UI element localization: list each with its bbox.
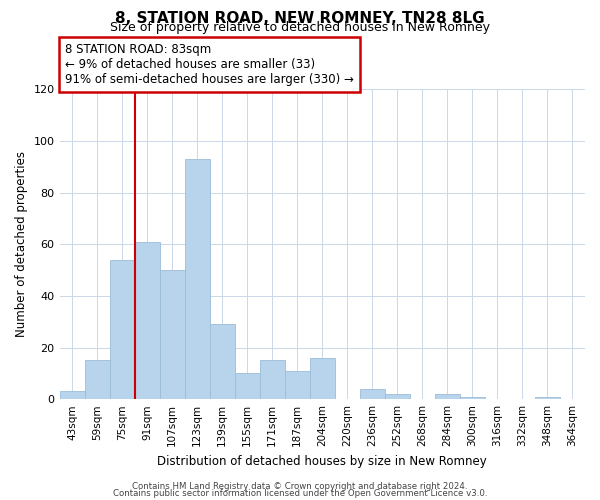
Text: Size of property relative to detached houses in New Romney: Size of property relative to detached ho… <box>110 22 490 35</box>
Bar <box>285 371 310 399</box>
Bar <box>360 389 385 399</box>
Bar <box>59 392 85 399</box>
Bar <box>110 260 134 399</box>
Bar <box>310 358 335 399</box>
Bar <box>235 374 260 399</box>
Bar <box>134 242 160 399</box>
Text: Contains HM Land Registry data © Crown copyright and database right 2024.: Contains HM Land Registry data © Crown c… <box>132 482 468 491</box>
Bar <box>160 270 185 399</box>
Bar <box>385 394 410 399</box>
Bar <box>185 159 209 399</box>
Bar <box>85 360 110 399</box>
Bar <box>260 360 285 399</box>
Y-axis label: Number of detached properties: Number of detached properties <box>15 152 28 338</box>
Text: 8 STATION ROAD: 83sqm
← 9% of detached houses are smaller (33)
91% of semi-detac: 8 STATION ROAD: 83sqm ← 9% of detached h… <box>65 44 353 86</box>
Bar <box>535 396 560 399</box>
Text: 8, STATION ROAD, NEW ROMNEY, TN28 8LG: 8, STATION ROAD, NEW ROMNEY, TN28 8LG <box>115 11 485 26</box>
Text: Contains public sector information licensed under the Open Government Licence v3: Contains public sector information licen… <box>113 489 487 498</box>
Bar <box>209 324 235 399</box>
Bar <box>435 394 460 399</box>
Bar <box>460 396 485 399</box>
X-axis label: Distribution of detached houses by size in New Romney: Distribution of detached houses by size … <box>157 454 487 468</box>
